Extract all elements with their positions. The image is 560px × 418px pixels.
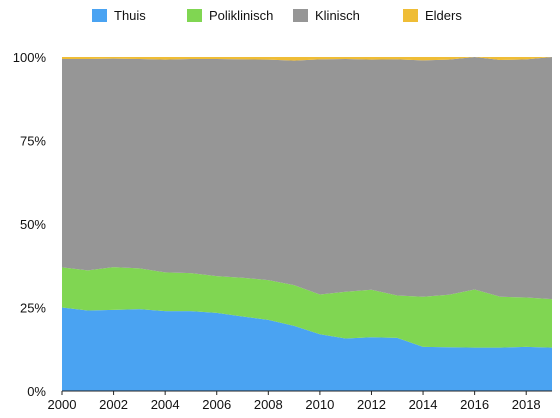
y-tick-label: 25% xyxy=(20,301,46,316)
x-tick-label: 2010 xyxy=(305,397,334,412)
x-tick-label: 2008 xyxy=(254,397,283,412)
legend-label: Poliklinisch xyxy=(209,8,273,23)
legend-item-thuis: Thuis xyxy=(92,8,146,23)
legend-swatch xyxy=(293,9,308,22)
legend-item-klinisch: Klinisch xyxy=(293,8,360,23)
area-klinisch xyxy=(62,57,552,300)
legend-swatch xyxy=(92,9,107,22)
x-tick-label: 2006 xyxy=(202,397,231,412)
legend-label: Klinisch xyxy=(315,8,360,23)
x-tick-label: 2000 xyxy=(48,397,77,412)
y-tick-label: 75% xyxy=(20,134,46,149)
legend-item-poliklinisch: Poliklinisch xyxy=(187,8,273,23)
area-elders xyxy=(62,57,552,61)
legend: Thuis Poliklinisch Klinisch Elders xyxy=(92,8,462,23)
legend-swatch xyxy=(403,9,418,22)
area-poliklinisch xyxy=(62,267,552,348)
x-tick-label: 2002 xyxy=(99,397,128,412)
axes: 0% 25% 50% 75% 100% 2000 2002 2004 2006 2008 2010 2… xyxy=(13,50,552,412)
legend-item-elders: Elders xyxy=(403,8,462,23)
x-tick-label: 2012 xyxy=(357,397,386,412)
x-tick-label: 2004 xyxy=(151,397,180,412)
legend-label: Elders xyxy=(425,8,462,23)
y-tick-label: 50% xyxy=(20,217,46,232)
y-tick-label: 100% xyxy=(13,50,47,65)
y-tick-label: 0% xyxy=(27,384,46,399)
area-thuis xyxy=(62,307,552,391)
legend-label: Thuis xyxy=(114,8,146,23)
x-tick-label: 2014 xyxy=(409,397,438,412)
plot-area xyxy=(62,57,552,391)
x-tick-label: 2016 xyxy=(460,397,489,412)
x-tick-label: 2018 xyxy=(512,397,541,412)
legend-swatch xyxy=(187,9,202,22)
